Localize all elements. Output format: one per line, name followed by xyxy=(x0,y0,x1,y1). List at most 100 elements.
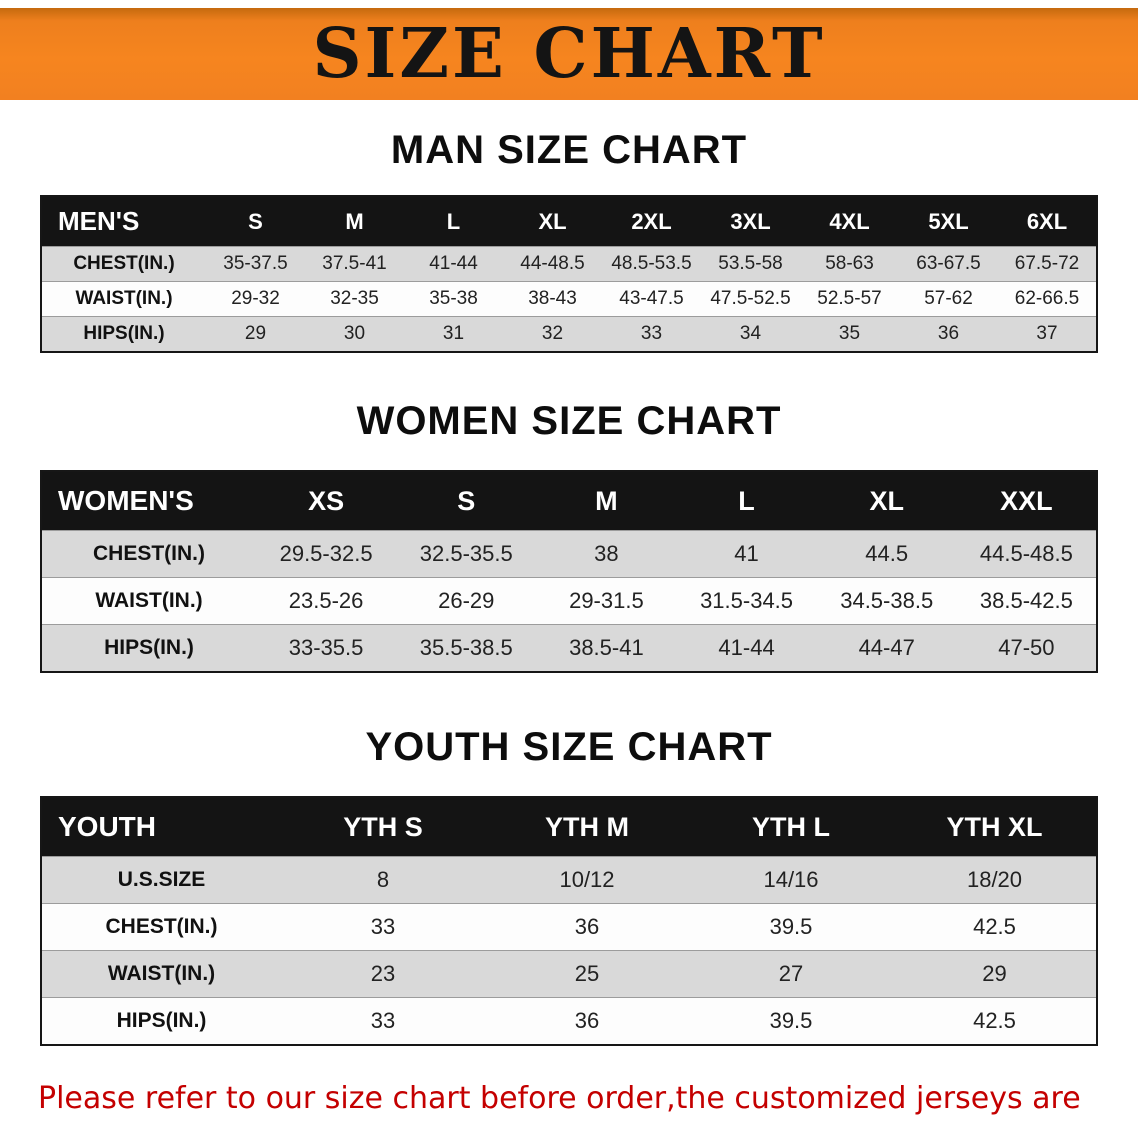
row-label: WAIST(IN.) xyxy=(95,589,203,612)
size-value-cell: 38-43 xyxy=(528,288,577,309)
row-label: CHEST(IN.) xyxy=(93,542,205,565)
size-value-cell: 31.5-34.5 xyxy=(700,588,794,613)
size-column-header: XL xyxy=(503,196,602,247)
disclaimer-line-1: Please refer to our size chart before or… xyxy=(38,1081,1081,1132)
size-value-cell: 39.5 xyxy=(769,914,813,939)
size-value-cell: 44-48.5 xyxy=(520,253,585,274)
size-value-cell: 44.5 xyxy=(865,541,909,566)
table-corner-label: WOMEN'S xyxy=(41,471,256,531)
size-value-cell: 29-31.5 xyxy=(569,588,644,613)
table-row: CHEST(IN.) 33 36 39.5 42.5 xyxy=(41,903,1097,951)
size-value-cell: 43-47.5 xyxy=(619,288,684,309)
row-label: WAIST(IN.) xyxy=(75,288,173,309)
size-value-cell: 32 xyxy=(541,323,564,344)
table-row: CHEST(IN.) 29.5-32.5 32.5-35.5 38 41 44.5 44.5… xyxy=(41,530,1097,578)
table-header-row: YOUTH YTH S YTH M YTH L YTH XL xyxy=(41,797,1097,857)
size-column-header: 3XL xyxy=(701,196,800,247)
size-column-header: YTH L xyxy=(689,797,893,857)
size-value-cell: 62-66.5 xyxy=(1014,288,1080,309)
size-value-cell: 41-44 xyxy=(718,635,775,660)
size-column-header: S xyxy=(206,196,305,247)
size-value-cell: 53.5-58 xyxy=(718,253,783,274)
size-value-cell: 10/12 xyxy=(559,867,615,892)
row-label: WAIST(IN.) xyxy=(107,962,216,985)
size-value-cell: 34.5-38.5 xyxy=(840,588,934,613)
size-value-cell: 38.5-41 xyxy=(569,635,644,660)
size-value-cell: 37 xyxy=(1036,323,1058,344)
size-value-cell: 38 xyxy=(594,541,619,566)
men-size-table: MEN'S S M L XL 2XL 3XL 4XL 5XL 6XL CHEST(IN.) 35-37… xyxy=(40,195,1098,353)
size-value-cell: 48.5-53.5 xyxy=(611,253,692,274)
size-value-cell: 8 xyxy=(376,867,390,892)
table-header-row: MEN'S S M L XL 2XL 3XL 4XL 5XL 6XL xyxy=(41,196,1097,247)
size-value-cell: 29 xyxy=(244,323,267,344)
size-column-header: 4XL xyxy=(800,196,899,247)
size-column-header: S xyxy=(396,471,537,531)
size-value-cell: 23.5-26 xyxy=(288,588,364,613)
table-corner-label: YOUTH xyxy=(41,797,281,857)
women-size-table: WOMEN'S XS S M L XL XXL CHEST(IN.) 29.5-32.5 32.5… xyxy=(40,470,1098,673)
size-value-cell: 35-38 xyxy=(429,288,478,309)
disclaimer: Please refer to our size chart before or… xyxy=(0,1076,1138,1132)
size-value-cell: 67.5-72 xyxy=(1014,253,1080,274)
table-row: CHEST(IN.) 35-37.5 37.5-41 41-44 44-48.5 48.5… xyxy=(41,246,1097,282)
table-header-row: WOMEN'S XS S M L XL XXL xyxy=(41,471,1097,531)
size-value-cell: 41-44 xyxy=(429,253,478,274)
size-value-cell: 44-47 xyxy=(858,635,915,660)
table-row: HIPS(IN.) 33-35.5 35.5-38.5 38.5-41 41-44 44-… xyxy=(41,624,1097,672)
row-label: CHEST(IN.) xyxy=(105,915,218,938)
size-value-cell: 33-35.5 xyxy=(288,635,364,660)
size-value-cell: 31 xyxy=(442,323,465,344)
size-column-header: XXL xyxy=(956,471,1097,531)
size-value-cell: 14/16 xyxy=(763,867,819,892)
size-value-cell: 32-35 xyxy=(330,288,379,309)
row-label: U.S.SIZE xyxy=(117,868,206,891)
size-value-cell: 47-50 xyxy=(998,635,1055,660)
section-women: WOMEN SIZE CHART WOMEN'S XS S M L XL XXL CHEST(… xyxy=(0,399,1138,673)
row-label: HIPS(IN.) xyxy=(116,1009,207,1032)
title-banner: SIZE CHART xyxy=(0,8,1138,100)
size-value-cell: 47.5-52.5 xyxy=(710,288,791,309)
section-youth: YOUTH SIZE CHART YOUTH YTH S YTH M YTH L YTH… xyxy=(0,725,1138,1046)
size-value-cell: 39.5 xyxy=(769,1008,813,1033)
men-section-heading: MAN SIZE CHART xyxy=(390,128,748,172)
size-value-cell: 36 xyxy=(574,914,600,939)
size-column-header: M xyxy=(536,471,677,531)
size-value-cell: 25 xyxy=(574,961,600,986)
size-value-cell: 29-32 xyxy=(231,288,280,309)
youth-section-heading: YOUTH SIZE CHART xyxy=(365,725,773,769)
size-column-header: YTH S xyxy=(281,797,485,857)
size-value-cell: 42.5 xyxy=(973,1008,1016,1033)
size-value-cell: 27 xyxy=(778,961,804,986)
youth-size-table: YOUTH YTH S YTH M YTH L YTH XL U.S.SIZE 8 10/12… xyxy=(40,796,1098,1046)
size-value-cell: 32.5-35.5 xyxy=(419,541,513,566)
size-value-cell: 33 xyxy=(370,914,396,939)
size-value-cell: 23 xyxy=(370,961,396,986)
women-section-heading: WOMEN SIZE CHART xyxy=(356,399,782,443)
row-label: HIPS(IN.) xyxy=(104,636,194,659)
size-value-cell: 30 xyxy=(343,323,366,344)
size-column-header: L xyxy=(404,196,503,247)
size-column-header: YTH M xyxy=(485,797,689,857)
size-value-cell: 35.5-38.5 xyxy=(419,635,513,660)
table-row: HIPS(IN.) 29 30 31 32 33 34 35 36 37 xyxy=(41,316,1097,352)
size-value-cell: 26-29 xyxy=(438,588,495,613)
size-value-cell: 35 xyxy=(838,323,861,344)
size-column-header: 5XL xyxy=(899,196,998,247)
size-value-cell: 41 xyxy=(734,541,759,566)
size-value-cell: 33 xyxy=(640,323,663,344)
table-row: WAIST(IN.) 23 25 27 29 xyxy=(41,950,1097,998)
size-value-cell: 18/20 xyxy=(966,867,1023,892)
size-column-header: M xyxy=(305,196,404,247)
size-value-cell: 29 xyxy=(982,961,1007,986)
size-column-header: XS xyxy=(256,471,397,531)
size-column-header: YTH XL xyxy=(893,797,1097,857)
table-corner-label: MEN'S xyxy=(41,196,206,247)
size-column-header: L xyxy=(676,471,817,531)
row-label: CHEST(IN.) xyxy=(73,253,175,274)
size-column-header: 2XL xyxy=(602,196,701,247)
size-value-cell: 58-63 xyxy=(825,253,874,274)
section-men: MAN SIZE CHART MEN'S S M L XL 2XL 3XL 4XL 5XL 6XL… xyxy=(0,128,1138,353)
size-value-cell: 35-37.5 xyxy=(223,253,288,274)
